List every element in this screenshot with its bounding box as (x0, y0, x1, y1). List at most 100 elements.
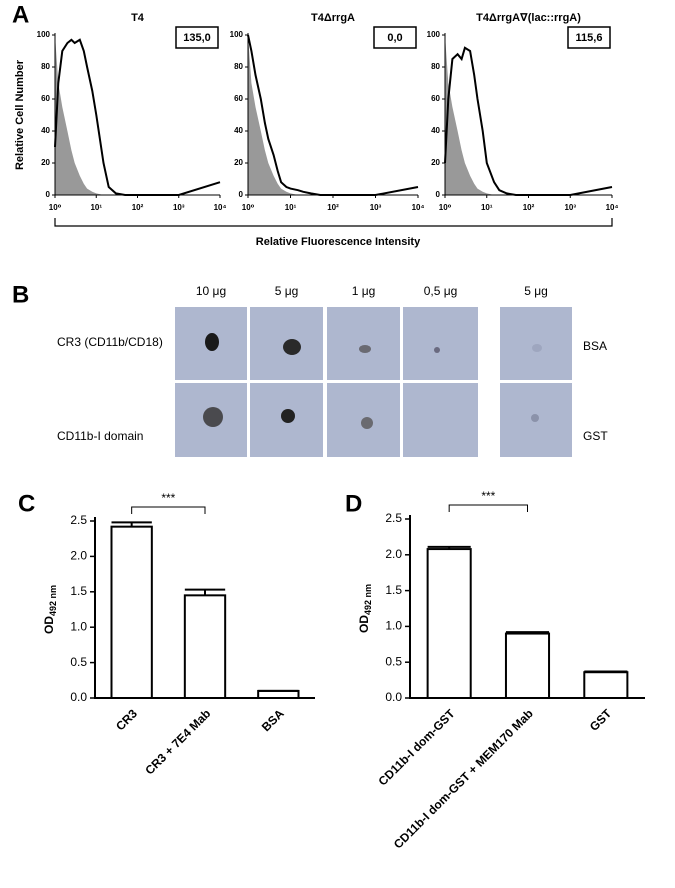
control-label: GST (583, 429, 608, 443)
line (444, 46, 613, 196)
axis (94, 517, 315, 699)
y-axis-label-sub: 492 nm (48, 585, 58, 616)
x-tick-label: 10³ (370, 203, 382, 212)
column-label: 10 μg (196, 284, 226, 298)
area (248, 35, 418, 195)
panel-label: C (18, 490, 35, 517)
chart-title: T4 (131, 12, 145, 24)
panel-label: B (12, 281, 29, 308)
y-tick-label: 80 (431, 62, 440, 71)
y-tick-label: 60 (234, 94, 243, 103)
y-tick-label: 40 (431, 126, 440, 135)
control-label: BSA (583, 339, 607, 353)
annotation: *** (161, 491, 175, 505)
annotation: *** (481, 489, 495, 503)
y-tick-label: 0.0 (70, 690, 87, 704)
error-bar (584, 670, 628, 673)
significance-bracket (448, 504, 528, 512)
x-tick-label: 10⁰ (439, 203, 452, 212)
annotation: 0,0 (387, 32, 402, 44)
x-tick-label: 10² (327, 203, 339, 212)
error-bar (111, 521, 152, 527)
axis (54, 33, 220, 196)
line (247, 34, 419, 196)
x-tick-label: 10⁴ (412, 203, 425, 212)
y-tick-label: 80 (234, 62, 243, 71)
x-tick-label: 10³ (173, 203, 185, 212)
x-tick-label: CD11b-I dom-GST + MEM170 Mab (391, 706, 536, 851)
bar (257, 689, 300, 699)
y-tick-label: 20 (41, 158, 50, 167)
y-axis-label: OD492 nm (357, 584, 373, 633)
y-tick-label: 100 (230, 30, 244, 39)
y-tick-label: 1.5 (385, 583, 402, 597)
column-label: 1 μg (352, 284, 376, 298)
x-tick-label: 10¹ (90, 203, 102, 212)
y-tick-label: 80 (41, 62, 50, 71)
x-tick-label: 10¹ (481, 203, 493, 212)
y-tick-label: 0.5 (70, 655, 87, 669)
annotation: 115,6 (576, 32, 603, 44)
x-tick-label: 10² (523, 203, 535, 212)
x-tick-label: 10¹ (285, 203, 297, 212)
error-bar (505, 631, 550, 634)
y-tick-label: 60 (431, 94, 440, 103)
y-tick-label: 2.5 (385, 511, 402, 525)
error-bar (184, 588, 226, 596)
row-label: CR3 (CD11b/CD18) (57, 335, 163, 349)
x-tick-label: CR3 + 7E4 Mab (142, 706, 213, 777)
area (55, 35, 220, 195)
blot-spot (205, 333, 219, 351)
y-axis-label: OD (357, 615, 371, 633)
y-tick-label: 2.0 (385, 547, 402, 561)
y-tick-label: 0 (46, 190, 51, 199)
x-tick-label: 10⁰ (49, 203, 62, 212)
annotation-box (567, 26, 611, 49)
y-tick-label: 0.5 (385, 654, 402, 668)
annotation: 135,0 (183, 32, 211, 44)
column-label: 5 μg (524, 284, 548, 298)
blot-cell (327, 307, 400, 380)
y-tick-label: 60 (41, 94, 50, 103)
axis (409, 515, 645, 699)
x-tick-label: CR3 (113, 706, 140, 733)
x-tick-label: GST (587, 706, 615, 734)
x-tick-label: 10⁴ (606, 203, 619, 212)
bar (426, 548, 472, 700)
blot-spot (532, 344, 542, 352)
y-axis-label: OD492 nm (42, 585, 58, 634)
x-tick-label: 10² (132, 203, 144, 212)
bar (504, 632, 551, 699)
line (54, 38, 221, 196)
y-tick-label: 2.5 (70, 513, 87, 527)
y-tick-label: 20 (234, 158, 243, 167)
x-axis-label: Relative Fluorescence Intensity (256, 236, 421, 248)
blot-spot (203, 407, 223, 427)
y-tick-label: 100 (37, 30, 51, 39)
blot-spot (434, 347, 440, 353)
blot-spot (281, 409, 295, 423)
column-label: 5 μg (275, 284, 299, 298)
blot-cell (500, 307, 572, 380)
y-tick-label: 40 (41, 126, 50, 135)
chart-title: T4ΔrrgA∇(lac::rrgA) (476, 12, 581, 24)
significance-bracket (131, 506, 206, 514)
x-tick-label: 10³ (564, 203, 576, 212)
x-tick-label: BSA (259, 706, 287, 734)
y-tick-label: 0 (436, 190, 441, 199)
column-label: 0,5 μg (424, 284, 458, 298)
y-tick-label: 40 (234, 126, 243, 135)
blot-spot (361, 417, 373, 429)
blot-spot (359, 345, 371, 353)
x-tick-label: 10⁰ (242, 203, 255, 212)
row-label: CD11b-I domain (57, 429, 143, 443)
bar (583, 671, 629, 699)
y-axis-label: OD (42, 616, 56, 634)
x-tick-label: CD11b-I dom-GST (375, 706, 458, 789)
panel-label: A (12, 1, 29, 28)
y-tick-label: 100 (427, 30, 441, 39)
x-tick-label: 10⁴ (214, 203, 227, 212)
chart-title: T4ΔrrgA (311, 12, 355, 24)
y-tick-label: 2.0 (70, 549, 87, 563)
